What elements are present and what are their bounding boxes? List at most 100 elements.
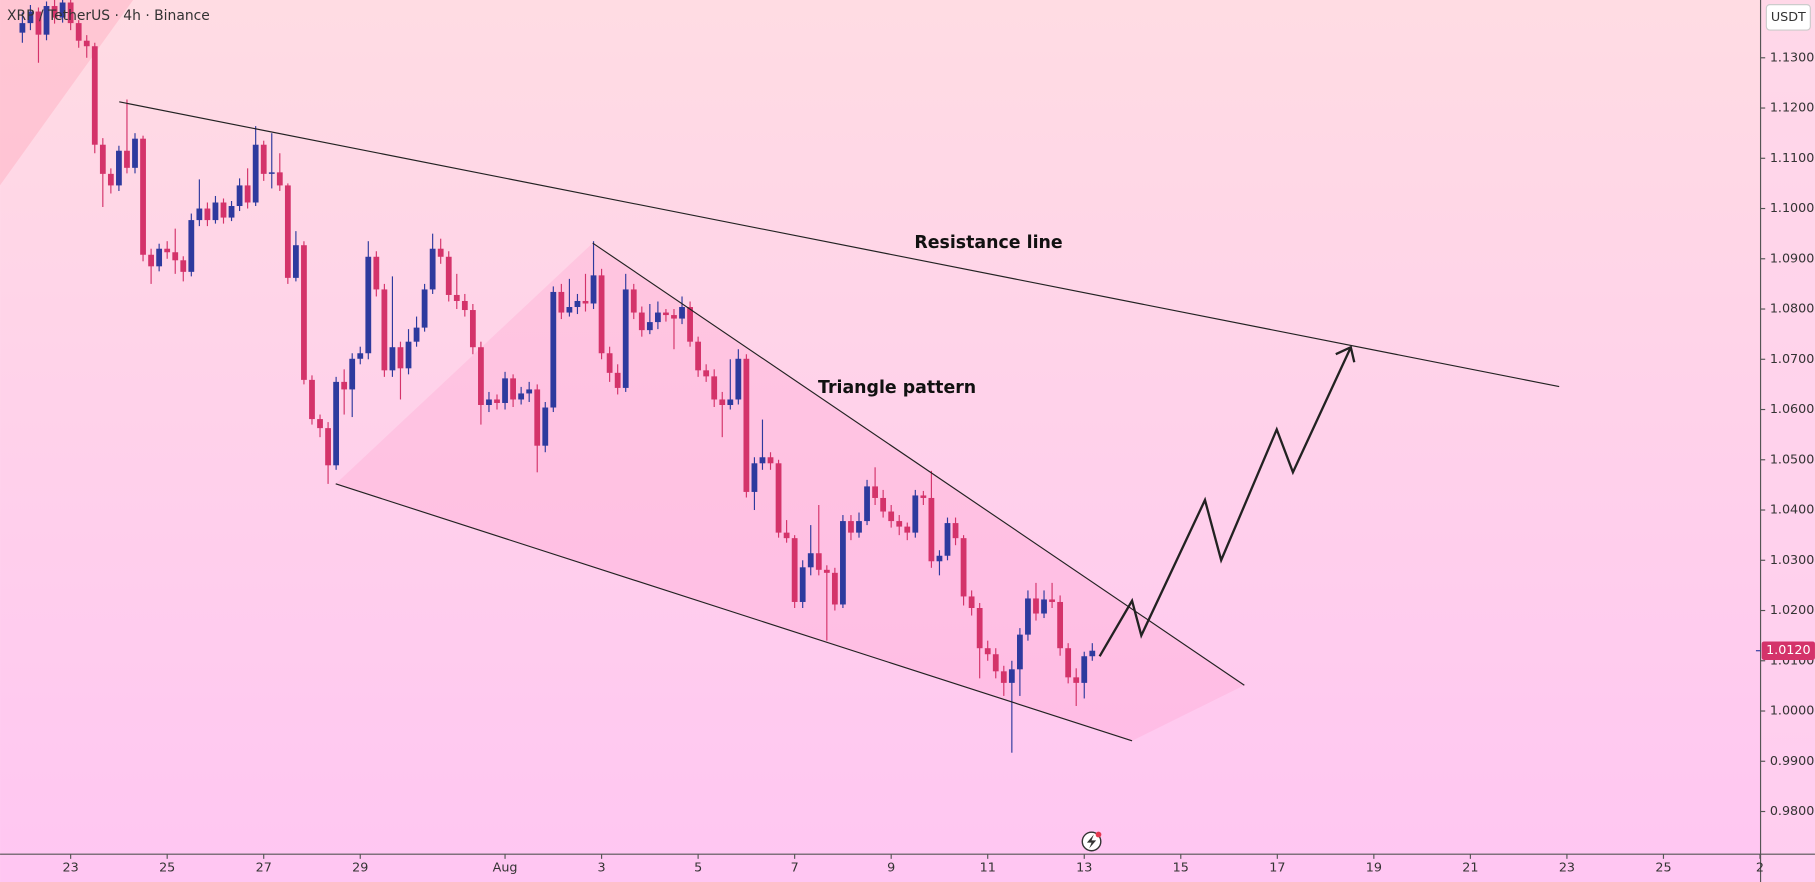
candle-body <box>606 353 613 373</box>
triangle-shade <box>335 243 1245 741</box>
candle-body <box>526 389 533 394</box>
x-tick-label: 23 <box>63 861 79 876</box>
candle-body <box>1089 650 1096 657</box>
x-tick-label: 5 <box>694 861 702 876</box>
x-tick-label: 11 <box>980 861 996 876</box>
candle-body <box>107 173 114 186</box>
x-tick-label: 2 <box>1756 861 1764 876</box>
annotation: Resistance line <box>914 233 1062 253</box>
candle-body <box>75 23 82 41</box>
candles <box>19 0 1096 753</box>
candle-body <box>598 275 605 354</box>
y-tick-label: 1.1100 <box>1770 151 1815 166</box>
candle-body <box>349 358 356 390</box>
candle-body <box>695 341 702 371</box>
y-tick-label: 1.0200 <box>1770 603 1815 618</box>
candle-body <box>317 419 323 429</box>
projection-arrowhead <box>1335 345 1356 363</box>
candle-body <box>630 289 637 313</box>
candle-body <box>864 486 870 522</box>
candle-body <box>397 347 404 369</box>
candle-body <box>896 521 903 527</box>
candle-body <box>1000 671 1007 683</box>
candle-body <box>791 538 798 602</box>
candle-body <box>807 553 814 568</box>
candle-body <box>252 144 259 203</box>
x-tick-label: 7 <box>791 861 799 876</box>
candle-body <box>735 358 742 400</box>
x-tick-label: 29 <box>352 861 368 876</box>
candle-body <box>888 511 895 522</box>
x-tick-label: 13 <box>1076 861 1092 876</box>
candle-body <box>413 327 420 342</box>
candle-body <box>59 2 66 18</box>
candle-body <box>952 523 959 539</box>
candle-body <box>960 538 967 597</box>
x-tick-label: 27 <box>256 861 272 876</box>
candle-body <box>590 275 597 304</box>
candle-body <box>268 172 275 174</box>
candle-body <box>43 6 50 35</box>
candle-body <box>646 322 653 331</box>
candle-body <box>582 300 589 304</box>
x-tick-label: 19 <box>1366 861 1382 876</box>
candle-body <box>180 260 187 272</box>
x-tick-label: 17 <box>1269 861 1285 876</box>
candle-body <box>992 654 999 672</box>
candle-body <box>518 393 525 400</box>
candle-body <box>711 376 718 400</box>
candle-body <box>703 370 710 377</box>
alert-icon[interactable] <box>1081 831 1102 852</box>
candle-body <box>542 407 549 446</box>
candle-body <box>823 569 830 573</box>
candle-body <box>19 23 26 33</box>
candle-body <box>622 289 629 388</box>
candle-body <box>445 256 452 295</box>
candle-body <box>872 486 878 498</box>
candle-body <box>172 252 179 261</box>
candle-body <box>1033 598 1039 614</box>
candle-body <box>759 457 766 464</box>
candle-body <box>99 144 106 174</box>
triangle-lower-line <box>335 483 1133 742</box>
candle-body <box>276 172 283 186</box>
candle-body <box>831 572 838 605</box>
x-tick-label: 21 <box>1462 861 1478 876</box>
candle-body <box>453 294 460 301</box>
candle-body <box>1008 669 1015 683</box>
shaded-region <box>0 0 134 186</box>
candle-body <box>91 46 98 145</box>
annotation: Triangle pattern <box>818 378 976 398</box>
candle-body <box>284 185 291 278</box>
candle-body <box>848 521 854 533</box>
candle-body <box>325 428 331 466</box>
candle-body <box>357 353 364 359</box>
candle-body <box>67 2 74 24</box>
candle-body <box>912 495 919 533</box>
candle-body <box>727 399 734 406</box>
candle-body <box>228 206 235 218</box>
y-tick-label: 1.0000 <box>1770 704 1815 719</box>
candle-body <box>27 11 34 24</box>
candle-body <box>984 648 991 655</box>
candle-body <box>968 596 975 609</box>
candle-body <box>494 399 500 403</box>
currency-badge[interactable] <box>1765 4 1811 31</box>
candle-body <box>1057 601 1064 649</box>
candle-body <box>333 381 340 466</box>
candle-body <box>389 347 396 371</box>
candle-body <box>936 555 943 562</box>
candle-body <box>655 312 661 323</box>
candle-body <box>719 399 726 406</box>
candle-body <box>566 307 573 313</box>
candle-body <box>815 553 822 570</box>
candle-body <box>1081 656 1088 683</box>
candle-body <box>188 220 195 272</box>
y-tick-label: 1.0600 <box>1770 402 1815 417</box>
y-tick-label: 1.1300 <box>1770 50 1815 65</box>
y-tick-label: 0.9900 <box>1770 754 1815 769</box>
candle-body <box>502 378 508 403</box>
candle-body <box>558 291 565 313</box>
candle-body <box>944 523 951 556</box>
x-tick-label: 25 <box>1655 861 1671 876</box>
